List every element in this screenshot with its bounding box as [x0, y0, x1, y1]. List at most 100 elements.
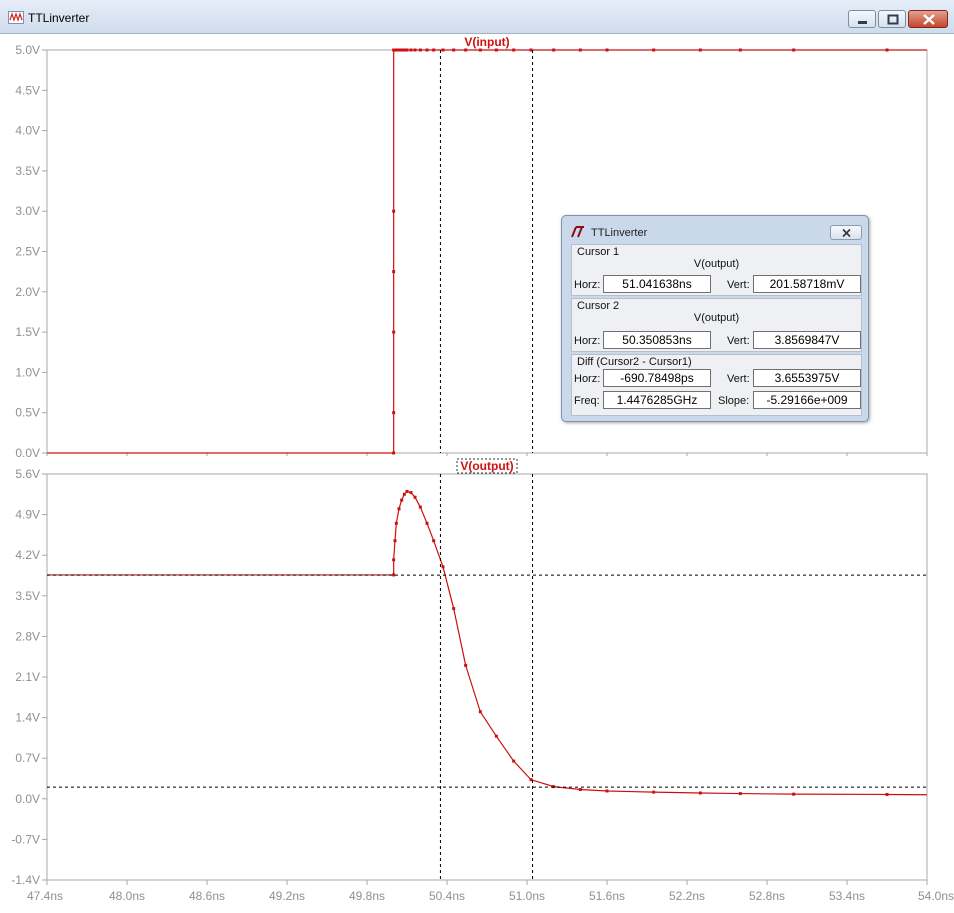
- selected-trace-box: [456, 458, 518, 474]
- cursor1-vert-field[interactable]: 201.58718mV: [753, 275, 861, 293]
- data-point-marker-input: [392, 209, 396, 213]
- data-point-marker-input: [885, 48, 889, 52]
- y-tick-label-input: 1.0V: [15, 365, 40, 379]
- x-tick-label: 54.0ns: [918, 889, 954, 903]
- waveform-app-icon: [8, 11, 24, 24]
- data-point-marker-input: [452, 48, 456, 52]
- y-tick-label-output: 0.0V: [15, 792, 40, 806]
- data-point-marker-output: [494, 734, 498, 738]
- cursor1-vert-label: Vert:: [727, 279, 750, 291]
- data-point-marker-output: [529, 778, 533, 782]
- data-point-marker-input: [478, 48, 482, 52]
- trace-title-input[interactable]: V(input): [464, 35, 509, 49]
- data-point-marker-input: [405, 48, 409, 52]
- data-point-marker-output: [792, 792, 796, 796]
- data-point-marker-output: [394, 521, 398, 525]
- close-icon: [842, 228, 851, 238]
- cursor2-label: Cursor 2: [577, 300, 620, 312]
- data-point-marker-output: [425, 521, 429, 525]
- minimize-button[interactable]: [848, 10, 876, 28]
- diff-horz-field[interactable]: -690.78498ps: [603, 369, 711, 387]
- data-point-marker-input: [552, 48, 556, 52]
- data-point-marker-output: [392, 573, 396, 577]
- data-point-marker-input: [392, 451, 396, 455]
- data-point-marker-input: [392, 330, 396, 334]
- data-point-marker-input: [394, 48, 398, 52]
- data-point-marker-input: [400, 48, 404, 52]
- y-tick-label-output: 0.7V: [15, 751, 40, 765]
- cursor1-horz-field[interactable]: 51.041638ns: [603, 275, 711, 293]
- data-point-marker-input: [397, 48, 401, 52]
- diff-slope-field[interactable]: -5.29166e+009: [753, 391, 861, 409]
- window-titlebar[interactable]: TTLinverter: [0, 0, 954, 34]
- maximize-icon: [887, 14, 899, 25]
- data-point-marker-output: [652, 790, 656, 794]
- trace-line-input[interactable]: [47, 49, 927, 454]
- data-point-marker-input: [464, 48, 468, 52]
- data-point-marker-input: [402, 48, 406, 52]
- window-title: TTLinverter: [28, 11, 90, 25]
- data-point-marker-output: [452, 607, 456, 611]
- data-point-marker-output: [578, 788, 582, 792]
- diff-label: Diff (Cursor2 - Cursor1): [577, 356, 692, 368]
- diff-freq-label: Freq:: [574, 395, 600, 407]
- x-tick-label: 49.8ns: [349, 889, 385, 903]
- diff-freq-field[interactable]: 1.4476285GHz: [603, 391, 711, 409]
- diff-vert-field[interactable]: 3.6553975V: [753, 369, 861, 387]
- y-tick-label-output: 3.5V: [15, 589, 40, 603]
- data-point-marker-input: [605, 48, 609, 52]
- cursor2-horz-field[interactable]: 50.350853ns: [603, 331, 711, 349]
- diff-slope-label: Slope:: [718, 395, 750, 407]
- y-tick-label-output: -0.7V: [11, 832, 40, 846]
- y-tick-label-output: 2.1V: [15, 670, 40, 684]
- data-point-marker-output: [605, 789, 609, 793]
- y-tick-label-input: 4.0V: [15, 124, 40, 138]
- x-tick-label: 51.6ns: [589, 889, 625, 903]
- y-tick-label-input: 1.5V: [15, 325, 40, 339]
- data-point-marker-output: [392, 558, 396, 562]
- maximize-button[interactable]: [878, 10, 906, 28]
- data-point-marker-output: [393, 539, 397, 543]
- cursor-readout-dialog[interactable]: TTLinverter Cursor 1 V(output) Horz: 51.…: [561, 215, 869, 422]
- data-point-marker-output: [738, 792, 742, 796]
- data-point-marker-input: [409, 48, 413, 52]
- cursor1-trace-name: V(output): [693, 258, 740, 270]
- y-tick-label-output: -1.4V: [11, 873, 40, 887]
- diff-vert-label: Vert:: [727, 373, 750, 385]
- trace-title-output[interactable]: V(output): [460, 459, 513, 473]
- y-tick-label-output: 5.6V: [15, 467, 40, 481]
- trace-line-output[interactable]: [47, 490, 928, 796]
- y-tick-label-input: 4.5V: [15, 83, 40, 97]
- data-point-marker-input: [413, 48, 417, 52]
- data-point-marker-output: [405, 489, 409, 493]
- cursor-dialog-title: TTLinverter: [591, 227, 648, 239]
- waveform-viewer[interactable]: 0.0V 0.5V 1.0V 1.5V 2.0V 2.5V 3.0V 3.5V 4.0V 4.5V…: [0, 34, 954, 913]
- y-tick-label-output: 4.9V: [15, 508, 40, 522]
- data-point-marker-input: [392, 270, 396, 274]
- data-point-marker-input: [432, 48, 436, 52]
- y-tick-label-output: 2.8V: [15, 629, 40, 643]
- cursor-dialog-titlebar[interactable]: TTLinverter: [562, 216, 868, 242]
- waveform-plot-canvas[interactable]: 0.0V 0.5V 1.0V 1.5V 2.0V 2.5V 3.0V 3.5V 4.0V 4.5V…: [0, 34, 954, 913]
- data-point-marker-input: [578, 48, 582, 52]
- x-tick-label: 48.0ns: [109, 889, 145, 903]
- data-point-marker-input: [441, 48, 445, 52]
- diff-group: Diff (Cursor2 - Cursor1) Horz: -690.7849…: [571, 354, 862, 416]
- y-tick-label-input: 3.5V: [15, 164, 40, 178]
- cursor2-vert-field[interactable]: 3.8569847V: [753, 331, 861, 349]
- cursor-dialog-close-button[interactable]: [830, 225, 862, 240]
- x-tick-label: 49.2ns: [269, 889, 305, 903]
- close-window-button[interactable]: [908, 10, 948, 28]
- cursor2-group: Cursor 2 V(output) Horz: 50.350853ns Ver…: [571, 298, 862, 352]
- x-tick-label: 50.4ns: [429, 889, 465, 903]
- data-point-marker-output: [413, 495, 417, 499]
- cursor2-vert-label: Vert:: [727, 335, 750, 347]
- data-point-marker-output: [402, 492, 406, 496]
- data-point-marker-input: [512, 48, 516, 52]
- y-tick-label-input: 3.0V: [15, 204, 40, 218]
- data-point-marker-input: [529, 48, 533, 52]
- data-point-marker-input: [698, 48, 702, 52]
- data-point-marker-input: [494, 48, 498, 52]
- data-point-marker-output: [418, 505, 422, 509]
- x-tick-label: 51.0ns: [509, 889, 545, 903]
